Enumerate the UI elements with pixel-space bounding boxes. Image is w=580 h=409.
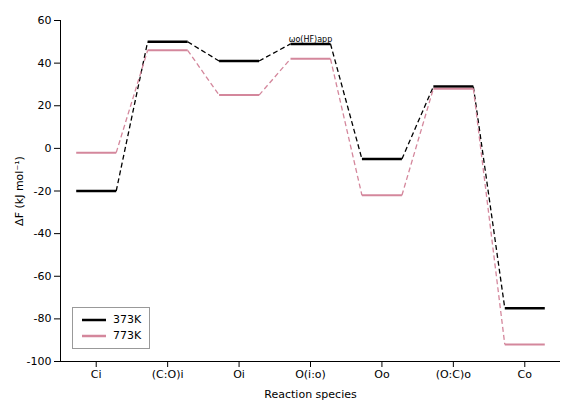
svg-text:Co: Co [518,368,533,381]
svg-text:20: 20 [38,99,52,112]
svg-text:Oo: Oo [374,368,390,381]
svg-text:(O:C)o: (O:C)o [436,368,471,381]
html-text:373K: 373K [113,313,142,326]
svg-text:ΔF (kJ mol⁻¹): ΔF (kJ mol⁻¹) [13,156,26,226]
svg-text:Ci: Ci [91,368,102,381]
svg-text:(C:O)i: (C:O)i [152,368,184,381]
svg-text:-80: -80 [34,312,52,325]
svg-text:-40: -40 [34,227,52,240]
html-text:773K: 773K [113,329,142,342]
svg-text:40: 40 [38,57,52,70]
svg-text:60: 60 [38,14,52,27]
svg-text:O(i:o): O(i:o) [295,368,326,381]
svg-text:Reaction species: Reaction species [264,388,357,401]
svg-text:-60: -60 [34,270,52,283]
svg-text:-20: -20 [34,185,52,198]
svg-text:Oi: Oi [233,368,245,381]
svg-text:-100: -100 [27,355,52,368]
svg-text:ωo(HF)app: ωo(HF)app [289,35,333,44]
svg-text:0: 0 [45,142,52,155]
